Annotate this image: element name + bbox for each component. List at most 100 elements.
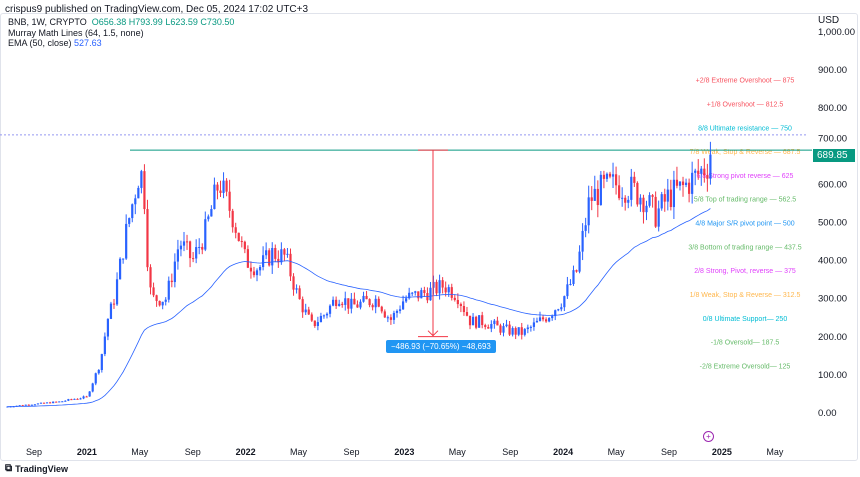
candle-body bbox=[621, 197, 624, 199]
candle-body bbox=[155, 295, 158, 301]
candle-body bbox=[538, 317, 542, 321]
candle-body bbox=[18, 405, 21, 407]
x-tick-label: Sep bbox=[185, 447, 201, 457]
candle-body bbox=[432, 281, 435, 288]
murray-line-label: 8/8 Ultimate resistance — 750 bbox=[698, 125, 792, 132]
candle-body bbox=[9, 406, 12, 408]
candle-body bbox=[298, 288, 301, 300]
candle-body bbox=[420, 290, 423, 299]
candle-body bbox=[578, 251, 581, 272]
candle-body bbox=[405, 298, 408, 302]
currency-label: USD bbox=[818, 15, 840, 26]
candle-body bbox=[152, 287, 155, 296]
candle-body bbox=[61, 401, 64, 403]
candle-body bbox=[520, 327, 523, 335]
ema-legend[interactable]: EMA (50, close) 527.63 bbox=[8, 38, 102, 48]
candle-body bbox=[700, 168, 703, 174]
candle-body bbox=[170, 280, 173, 283]
candle-body bbox=[475, 316, 478, 328]
candle-body bbox=[237, 232, 240, 242]
candle-body bbox=[231, 210, 234, 228]
candle-body bbox=[49, 402, 52, 404]
y-tick-label: 100.00 bbox=[818, 370, 847, 381]
candle-body bbox=[423, 290, 426, 293]
candle-body bbox=[618, 185, 621, 199]
candle-body bbox=[706, 174, 709, 179]
candle-body bbox=[648, 195, 651, 206]
candle-body bbox=[325, 313, 329, 316]
timezone-icon[interactable]: + bbox=[703, 431, 714, 442]
candle-body bbox=[499, 325, 502, 333]
candle-body bbox=[602, 174, 606, 179]
candle-body bbox=[627, 199, 630, 203]
murray-line-label: 5/8 Top of trading range — 562.5 bbox=[694, 197, 796, 204]
candle-body bbox=[551, 316, 554, 319]
candle-body bbox=[100, 354, 103, 371]
candle-body bbox=[523, 329, 526, 335]
candle-body bbox=[322, 315, 326, 317]
candle-body bbox=[176, 249, 180, 262]
candle-body bbox=[389, 317, 393, 320]
candle-body bbox=[587, 197, 590, 226]
candle-body bbox=[70, 399, 73, 401]
candle-body bbox=[672, 179, 675, 208]
murray-line-label: 6/8 Strong pivot reverse — 625 bbox=[697, 173, 794, 180]
candle-body bbox=[234, 227, 237, 233]
candle-body bbox=[493, 320, 496, 325]
candle-body bbox=[438, 280, 441, 294]
candle-body bbox=[581, 230, 584, 252]
candle-body bbox=[703, 168, 706, 175]
murray-line-label: 1/8 Weak, Stop & Reverse — 312.5 bbox=[690, 292, 801, 299]
y-tick-label: 200.00 bbox=[818, 332, 847, 343]
symbol-legend[interactable]: BNB, 1W, CRYPTO O656.38 H793.99 L623.59 … bbox=[8, 17, 235, 27]
candle-body bbox=[307, 309, 310, 315]
candle-body bbox=[167, 280, 170, 300]
publish-info: crispus9 published on TradingView.com, D… bbox=[5, 4, 309, 15]
candle-body bbox=[36, 403, 40, 405]
candle-body bbox=[243, 241, 246, 250]
candle-body bbox=[392, 312, 396, 320]
candle-body bbox=[128, 218, 131, 224]
candle-body bbox=[377, 298, 380, 307]
candle-body bbox=[490, 324, 493, 329]
candle-body bbox=[450, 287, 453, 298]
x-tick-label: May bbox=[766, 447, 784, 457]
y-tick-label: 0.00 bbox=[818, 408, 837, 419]
murray-line-label: 4/8 Major S/R pivot point — 500 bbox=[695, 221, 794, 228]
candle-body bbox=[429, 287, 432, 301]
candle-body bbox=[289, 253, 292, 277]
ema-line bbox=[7, 208, 711, 407]
candle-body bbox=[210, 209, 213, 217]
candle-body bbox=[52, 401, 55, 404]
candle-body bbox=[554, 310, 557, 317]
murray-legend[interactable]: Murray Math Lines (64, 1.5, none) bbox=[8, 27, 144, 38]
tradingview-logo[interactable]: ⧉ TradingView bbox=[5, 463, 68, 474]
candle-body bbox=[572, 270, 575, 285]
murray-line-label: 7/8 Weak, Stop & Reverse — 687.5 bbox=[690, 149, 801, 156]
candle-body bbox=[344, 298, 347, 305]
candle-body bbox=[6, 406, 9, 408]
candle-body bbox=[660, 194, 663, 209]
x-tick-label: Sep bbox=[343, 447, 359, 457]
candle-body bbox=[411, 292, 414, 294]
candle-body bbox=[188, 241, 192, 259]
candle-body bbox=[374, 298, 377, 308]
candle-body bbox=[182, 241, 186, 246]
candle-body bbox=[55, 401, 58, 403]
candle-body bbox=[514, 328, 517, 335]
candle-body bbox=[502, 326, 505, 333]
candle-body bbox=[365, 295, 368, 300]
candle-body bbox=[611, 174, 615, 177]
candle-body bbox=[338, 303, 341, 306]
x-tick-label: 2023 bbox=[394, 447, 414, 457]
candle-body bbox=[453, 297, 456, 300]
y-tick-label: 400.00 bbox=[818, 256, 847, 267]
x-tick-label: Sep bbox=[661, 447, 677, 457]
candle-body bbox=[331, 299, 335, 306]
candle-body bbox=[280, 249, 283, 263]
candle-body bbox=[213, 184, 216, 210]
candle-body bbox=[636, 182, 639, 205]
open-value: O656.38 bbox=[91, 17, 127, 27]
candle-body bbox=[532, 322, 536, 327]
